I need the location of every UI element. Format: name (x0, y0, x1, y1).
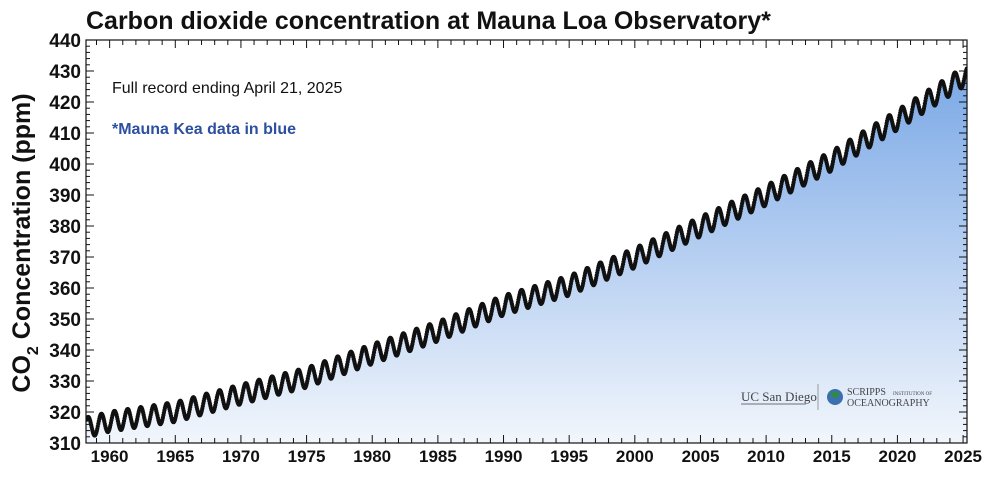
y-tick-label: 440 (49, 31, 81, 52)
x-tick-label: 1975 (288, 447, 326, 466)
y-minor-ticks (86, 39, 967, 444)
x-tick-label: 2015 (813, 447, 851, 466)
y-tick-label: 360 (49, 279, 81, 300)
y-tick-label: 430 (49, 62, 81, 83)
scripps-logo: SCRIPPS INSTITUTION OF OCEANOGRAPHY (827, 387, 932, 409)
y-tick-label: 340 (49, 341, 81, 362)
chart-title: Carbon dioxide concentration at Mauna Lo… (86, 7, 771, 35)
y-tick-label: 370 (49, 248, 81, 269)
x-tick-label: 1990 (485, 447, 523, 466)
y-tick-label: 390 (49, 186, 81, 207)
x-tick-label: 2005 (682, 447, 720, 466)
x-tick-label: 1985 (419, 447, 457, 466)
x-tick-labels: 1960 1965 1970 1975 1980 1985 1990 1995 2000 2005… (91, 447, 982, 466)
y-tick-label: 330 (49, 372, 81, 393)
x-tick-label: 2025 (944, 447, 982, 466)
x-tick-label: 2010 (747, 447, 785, 466)
x-tick-label: 2000 (616, 447, 654, 466)
y-tick-label: 410 (49, 124, 81, 145)
svg-text:SCRIPPS: SCRIPPS (847, 387, 886, 398)
ucsd-logo: UC San Diego (741, 389, 817, 405)
y-tick-label: 350 (49, 310, 81, 331)
record-annotation: Full record ending April 21, 2025 (112, 80, 342, 97)
y-axis-label-main: CO (8, 355, 36, 393)
y-axis-label-rest: Concentration (ppm) (8, 93, 36, 346)
x-minor-ticks (96, 40, 964, 443)
y-tick-label: 320 (49, 403, 81, 424)
x-tick-label: 1960 (91, 447, 129, 466)
mauna-kea-area-fill (86, 68, 967, 443)
svg-text:OCEANOGRAPHY: OCEANOGRAPHY (847, 398, 930, 409)
y-tick-label: 380 (49, 217, 81, 238)
x-tick-label: 1970 (222, 447, 260, 466)
svg-text:INSTITUTION OF: INSTITUTION OF (893, 392, 932, 397)
x-tick-label: 1980 (353, 447, 391, 466)
svg-text:UC San Diego: UC San Diego (741, 389, 817, 404)
x-tick-label: 1995 (550, 447, 588, 466)
plot-frame (85, 39, 968, 444)
y-tick-labels: 310 320 330 340 350 360 370 380 390 400 410 420 430 4… (49, 31, 81, 455)
x-tick-label: 2020 (878, 447, 916, 466)
x-tick-label: 1965 (156, 447, 194, 466)
data-points (86, 66, 967, 438)
y-tick-label: 310 (49, 434, 81, 455)
mauna-kea-annotation: *Mauna Kea data in blue (112, 121, 296, 138)
y-tick-label: 420 (49, 93, 81, 114)
svg-text:CO2 Concentration (ppm): CO2 Concentration (ppm) (8, 93, 42, 392)
y-tick-label: 400 (49, 155, 81, 176)
y-axis-label-subscript: 2 (25, 346, 42, 355)
y-axis-label: CO2 Concentration (ppm) (8, 93, 42, 392)
